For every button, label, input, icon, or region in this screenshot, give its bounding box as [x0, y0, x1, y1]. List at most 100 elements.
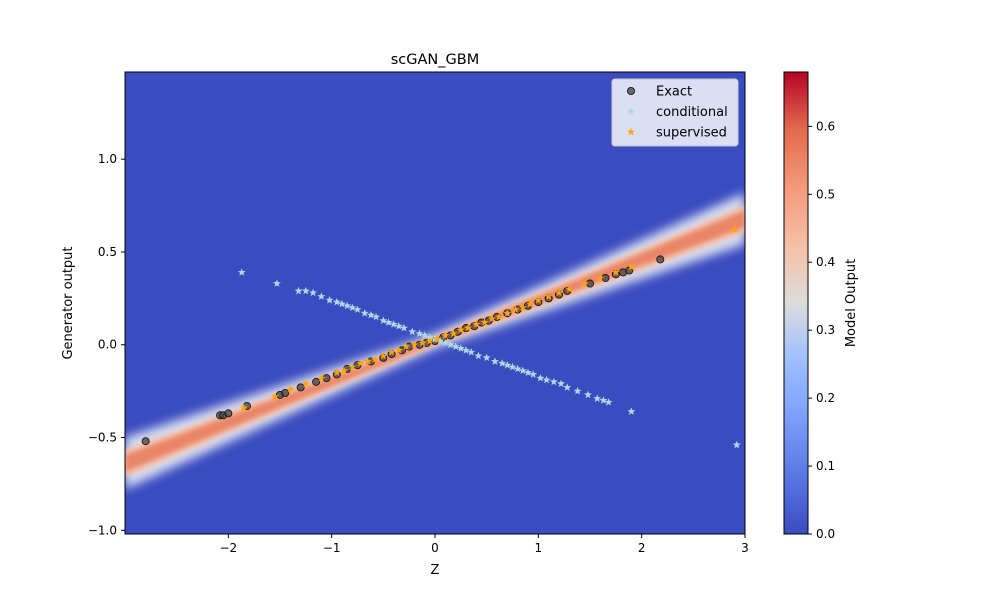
point-conditional [503, 360, 512, 369]
point-conditional [599, 396, 608, 404]
point-conditional [384, 318, 393, 326]
point-exact [656, 255, 665, 264]
point-supervised [441, 331, 450, 339]
point-conditional [462, 346, 470, 354]
point-conditional [394, 321, 403, 330]
x-tick-label: 2 [638, 541, 646, 555]
point-conditional [379, 316, 388, 325]
series-exact [141, 255, 665, 446]
legend-label: conditional [656, 105, 728, 120]
point-supervised [464, 323, 473, 332]
legend: Exact conditional supervised [611, 78, 739, 147]
point-exact [586, 279, 595, 288]
point-supervised [433, 334, 442, 343]
point-supervised [456, 325, 465, 334]
point-conditional [451, 342, 460, 350]
point-conditional [400, 323, 408, 332]
y-tick-label: 1.0 [98, 152, 117, 166]
colorbar-tick-label: 0.2 [816, 391, 835, 405]
point-conditional [557, 379, 566, 388]
point-conditional [294, 286, 303, 295]
point-conditional [518, 366, 527, 375]
point-supervised [580, 279, 589, 287]
point-supervised [487, 314, 496, 323]
point-conditional [542, 375, 551, 384]
point-conditional [563, 383, 572, 391]
point-conditional [372, 312, 381, 321]
x-tick-label: −2 [219, 541, 237, 555]
point-exact [312, 377, 321, 386]
point-exact [296, 383, 305, 392]
point-supervised [503, 309, 512, 317]
point-conditional [446, 340, 455, 349]
point-supervised [270, 392, 279, 401]
point-conditional [536, 373, 545, 382]
point-exact [141, 437, 150, 446]
point-conditional [524, 368, 532, 376]
point-supervised [480, 318, 489, 326]
point-conditional [338, 299, 346, 308]
point-supervised [371, 355, 380, 363]
point-conditional [732, 440, 741, 449]
point-supervised [472, 320, 481, 328]
legend-marker [627, 107, 635, 115]
series-supervised [239, 225, 739, 412]
heatmap-base [125, 72, 745, 534]
point-conditional [529, 370, 538, 378]
y-tick-label: −0.5 [88, 431, 117, 445]
point-supervised [511, 305, 520, 313]
point-supervised [301, 379, 310, 388]
point-supervised [449, 329, 458, 338]
point-conditional [348, 303, 357, 312]
colorbar-tick-label: 0.4 [816, 255, 835, 269]
point-conditional [513, 364, 522, 373]
point-conditional [508, 362, 517, 371]
legend-label: Exact [656, 85, 692, 100]
legend-marker [627, 127, 635, 136]
x-tick-label: 3 [741, 541, 749, 555]
legend-item-supervised: supervised [627, 126, 727, 141]
point-supervised [410, 340, 419, 349]
point-conditional [498, 359, 507, 367]
point-conditional [627, 407, 636, 415]
point-conditional [420, 331, 429, 339]
x-axis: −2 −1 0 1 2 3 [219, 534, 749, 555]
point-supervised [544, 292, 553, 300]
point-exact [224, 409, 233, 418]
point-conditional [593, 394, 602, 402]
colorbar: 0.0 0.1 0.2 0.3 0.4 0.5 0.6 Model Output [783, 71, 859, 541]
point-supervised [526, 299, 535, 308]
point-supervised [627, 262, 636, 271]
point-conditional [332, 297, 341, 306]
y-axis-label: Generator output [61, 246, 76, 359]
scatter-points [141, 225, 741, 449]
point-supervised [332, 368, 341, 376]
point-supervised [286, 385, 295, 393]
point-exact [281, 388, 290, 397]
point-conditional [474, 351, 483, 360]
point-supervised [565, 284, 574, 293]
point-supervised [534, 296, 543, 304]
point-conditional [490, 357, 499, 365]
point-supervised [387, 347, 396, 356]
point-supervised [379, 351, 388, 360]
x-tick-label: 1 [535, 541, 543, 555]
legend-label: supervised [656, 126, 727, 141]
point-supervised [348, 362, 357, 371]
point-supervised [555, 288, 563, 297]
colorbar-tick-label: 0.6 [816, 119, 835, 133]
colorbar-tick-label: 0.1 [816, 459, 835, 473]
point-supervised [394, 346, 403, 354]
legend-item-exact: Exact [627, 85, 692, 100]
colorbar-tick-label: 0.0 [816, 527, 835, 541]
point-conditional [467, 347, 476, 356]
x-axis-label: Z [431, 563, 440, 578]
colorbar-tick-label: 0.3 [816, 323, 835, 337]
point-conditional [343, 301, 352, 310]
legend-box [611, 78, 739, 147]
point-exact [601, 273, 610, 282]
point-supervised [402, 342, 411, 350]
point-conditional [366, 310, 375, 319]
point-supervised [239, 403, 248, 412]
y-axis: −1.0 −0.5 0.0 0.5 1.0 [88, 152, 125, 537]
